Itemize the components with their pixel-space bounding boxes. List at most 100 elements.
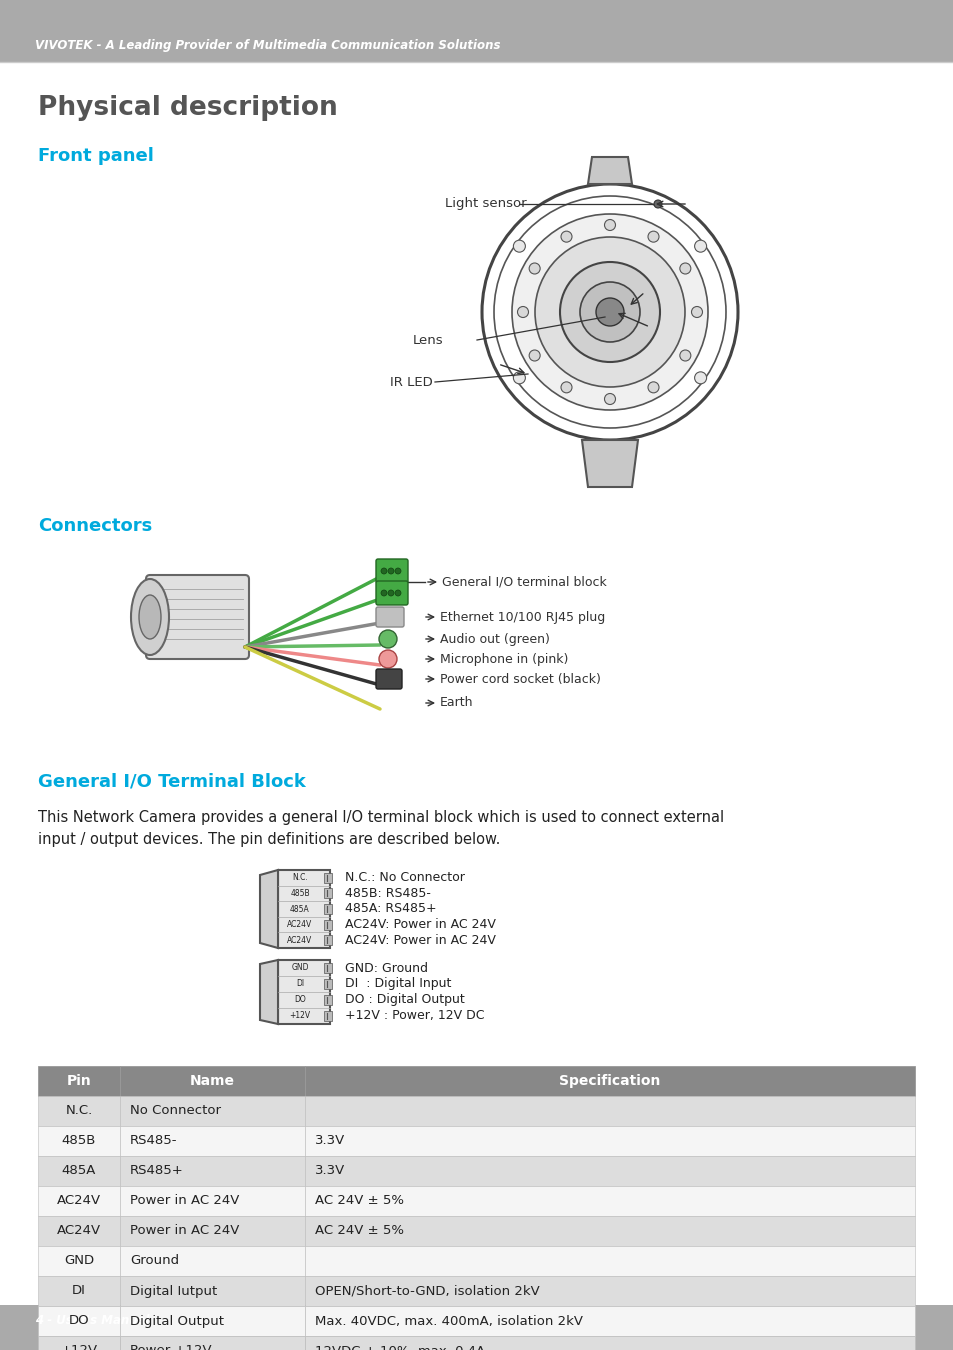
Circle shape	[513, 371, 525, 383]
Text: 12VDC ± 10%, max. 0.4A: 12VDC ± 10%, max. 0.4A	[314, 1345, 485, 1350]
Text: Front panel: Front panel	[38, 147, 153, 165]
Text: 4 - User's Manual: 4 - User's Manual	[35, 1315, 150, 1327]
Text: AC24V: AC24V	[57, 1195, 101, 1207]
Text: Earth: Earth	[439, 697, 473, 710]
Text: DI: DI	[295, 980, 304, 988]
Bar	[324, 919, 332, 930]
FancyBboxPatch shape	[375, 608, 403, 626]
Bar	[324, 979, 332, 990]
Circle shape	[559, 262, 659, 362]
Circle shape	[395, 590, 400, 595]
Bar	[324, 888, 332, 898]
Bar	[120, 1216, 305, 1246]
Polygon shape	[581, 440, 638, 487]
Bar	[305, 1187, 914, 1216]
Text: Name: Name	[190, 1075, 234, 1088]
Text: AC24V: AC24V	[287, 921, 313, 929]
Circle shape	[395, 568, 400, 574]
Bar	[305, 1126, 914, 1156]
Circle shape	[560, 382, 572, 393]
Circle shape	[388, 590, 394, 595]
Text: RS485+: RS485+	[130, 1165, 184, 1177]
Bar	[324, 1011, 332, 1021]
Text: AC24V: Power in AC 24V: AC24V: Power in AC 24V	[345, 934, 496, 946]
Text: VIVOTEK - A Leading Provider of Multimedia Communication Solutions: VIVOTEK - A Leading Provider of Multimed…	[35, 39, 500, 53]
Bar	[305, 1276, 914, 1305]
Bar	[38, 1276, 120, 1305]
Text: GND: GND	[291, 964, 309, 972]
Bar	[324, 995, 332, 1004]
Bar	[38, 1126, 120, 1156]
Circle shape	[513, 240, 525, 252]
Text: AC24V: AC24V	[57, 1224, 101, 1238]
Circle shape	[378, 630, 396, 648]
Bar	[0, 0, 953, 62]
Text: Power in AC 24V: Power in AC 24V	[130, 1195, 239, 1207]
Text: Power in AC 24V: Power in AC 24V	[130, 1224, 239, 1238]
Text: Power +12V: Power +12V	[130, 1345, 212, 1350]
Text: N.C.: N.C.	[66, 1104, 92, 1118]
Bar	[120, 1156, 305, 1187]
Text: +12V : Power, 12V DC: +12V : Power, 12V DC	[345, 1010, 484, 1022]
Bar	[120, 1126, 305, 1156]
Circle shape	[560, 231, 572, 242]
Text: RS485-: RS485-	[130, 1134, 177, 1148]
Text: General I/O Terminal Block: General I/O Terminal Block	[38, 772, 306, 790]
Bar	[324, 936, 332, 945]
Text: This Network Camera provides a general I/O terminal block which is used to conne: This Network Camera provides a general I…	[38, 810, 723, 825]
Text: DO: DO	[69, 1315, 90, 1327]
Circle shape	[517, 306, 528, 317]
Circle shape	[654, 200, 661, 208]
Circle shape	[529, 263, 539, 274]
Text: Pin: Pin	[67, 1075, 91, 1088]
Text: AC24V: AC24V	[287, 936, 313, 945]
Text: Power cord socket (black): Power cord socket (black)	[439, 672, 600, 686]
Text: 485B: RS485-: 485B: RS485-	[345, 887, 431, 900]
Bar	[324, 963, 332, 973]
Text: 485B: 485B	[62, 1134, 96, 1148]
Bar	[38, 1336, 120, 1350]
Text: Connectors: Connectors	[38, 517, 152, 535]
Bar	[120, 1066, 305, 1096]
Bar	[38, 1305, 120, 1336]
Circle shape	[679, 350, 690, 360]
Text: +12V: +12V	[60, 1345, 97, 1350]
Bar	[120, 1096, 305, 1126]
Bar	[0, 1305, 953, 1350]
Bar	[324, 873, 332, 883]
Ellipse shape	[139, 595, 161, 639]
Text: 485A: 485A	[290, 904, 310, 914]
Circle shape	[604, 393, 615, 405]
FancyBboxPatch shape	[375, 670, 401, 688]
Bar	[305, 1216, 914, 1246]
Bar	[38, 1156, 120, 1187]
Bar	[38, 1066, 120, 1096]
Bar	[305, 1066, 914, 1096]
Text: Light sensor: Light sensor	[444, 197, 526, 211]
Bar	[324, 904, 332, 914]
Circle shape	[380, 590, 387, 595]
Text: +12V: +12V	[289, 1011, 311, 1021]
Bar	[38, 1216, 120, 1246]
Text: N.C.: N.C.	[292, 873, 308, 883]
Text: 3.3V: 3.3V	[314, 1134, 345, 1148]
Text: AC 24V ± 5%: AC 24V ± 5%	[314, 1195, 403, 1207]
Bar	[277, 960, 330, 1025]
Circle shape	[694, 240, 706, 252]
FancyBboxPatch shape	[375, 580, 408, 605]
Bar	[305, 1305, 914, 1336]
Bar	[38, 1096, 120, 1126]
Bar	[305, 1096, 914, 1126]
Circle shape	[579, 282, 639, 342]
Bar	[120, 1305, 305, 1336]
Circle shape	[512, 215, 707, 410]
Circle shape	[694, 371, 706, 383]
Bar	[120, 1336, 305, 1350]
Text: DI: DI	[72, 1284, 86, 1297]
Text: Digital Iutput: Digital Iutput	[130, 1284, 217, 1297]
Text: Audio out (green): Audio out (green)	[439, 633, 549, 645]
Text: 485A: 485A	[62, 1165, 96, 1177]
Circle shape	[691, 306, 701, 317]
Bar	[120, 1246, 305, 1276]
Text: Microphone in (pink): Microphone in (pink)	[439, 652, 568, 666]
